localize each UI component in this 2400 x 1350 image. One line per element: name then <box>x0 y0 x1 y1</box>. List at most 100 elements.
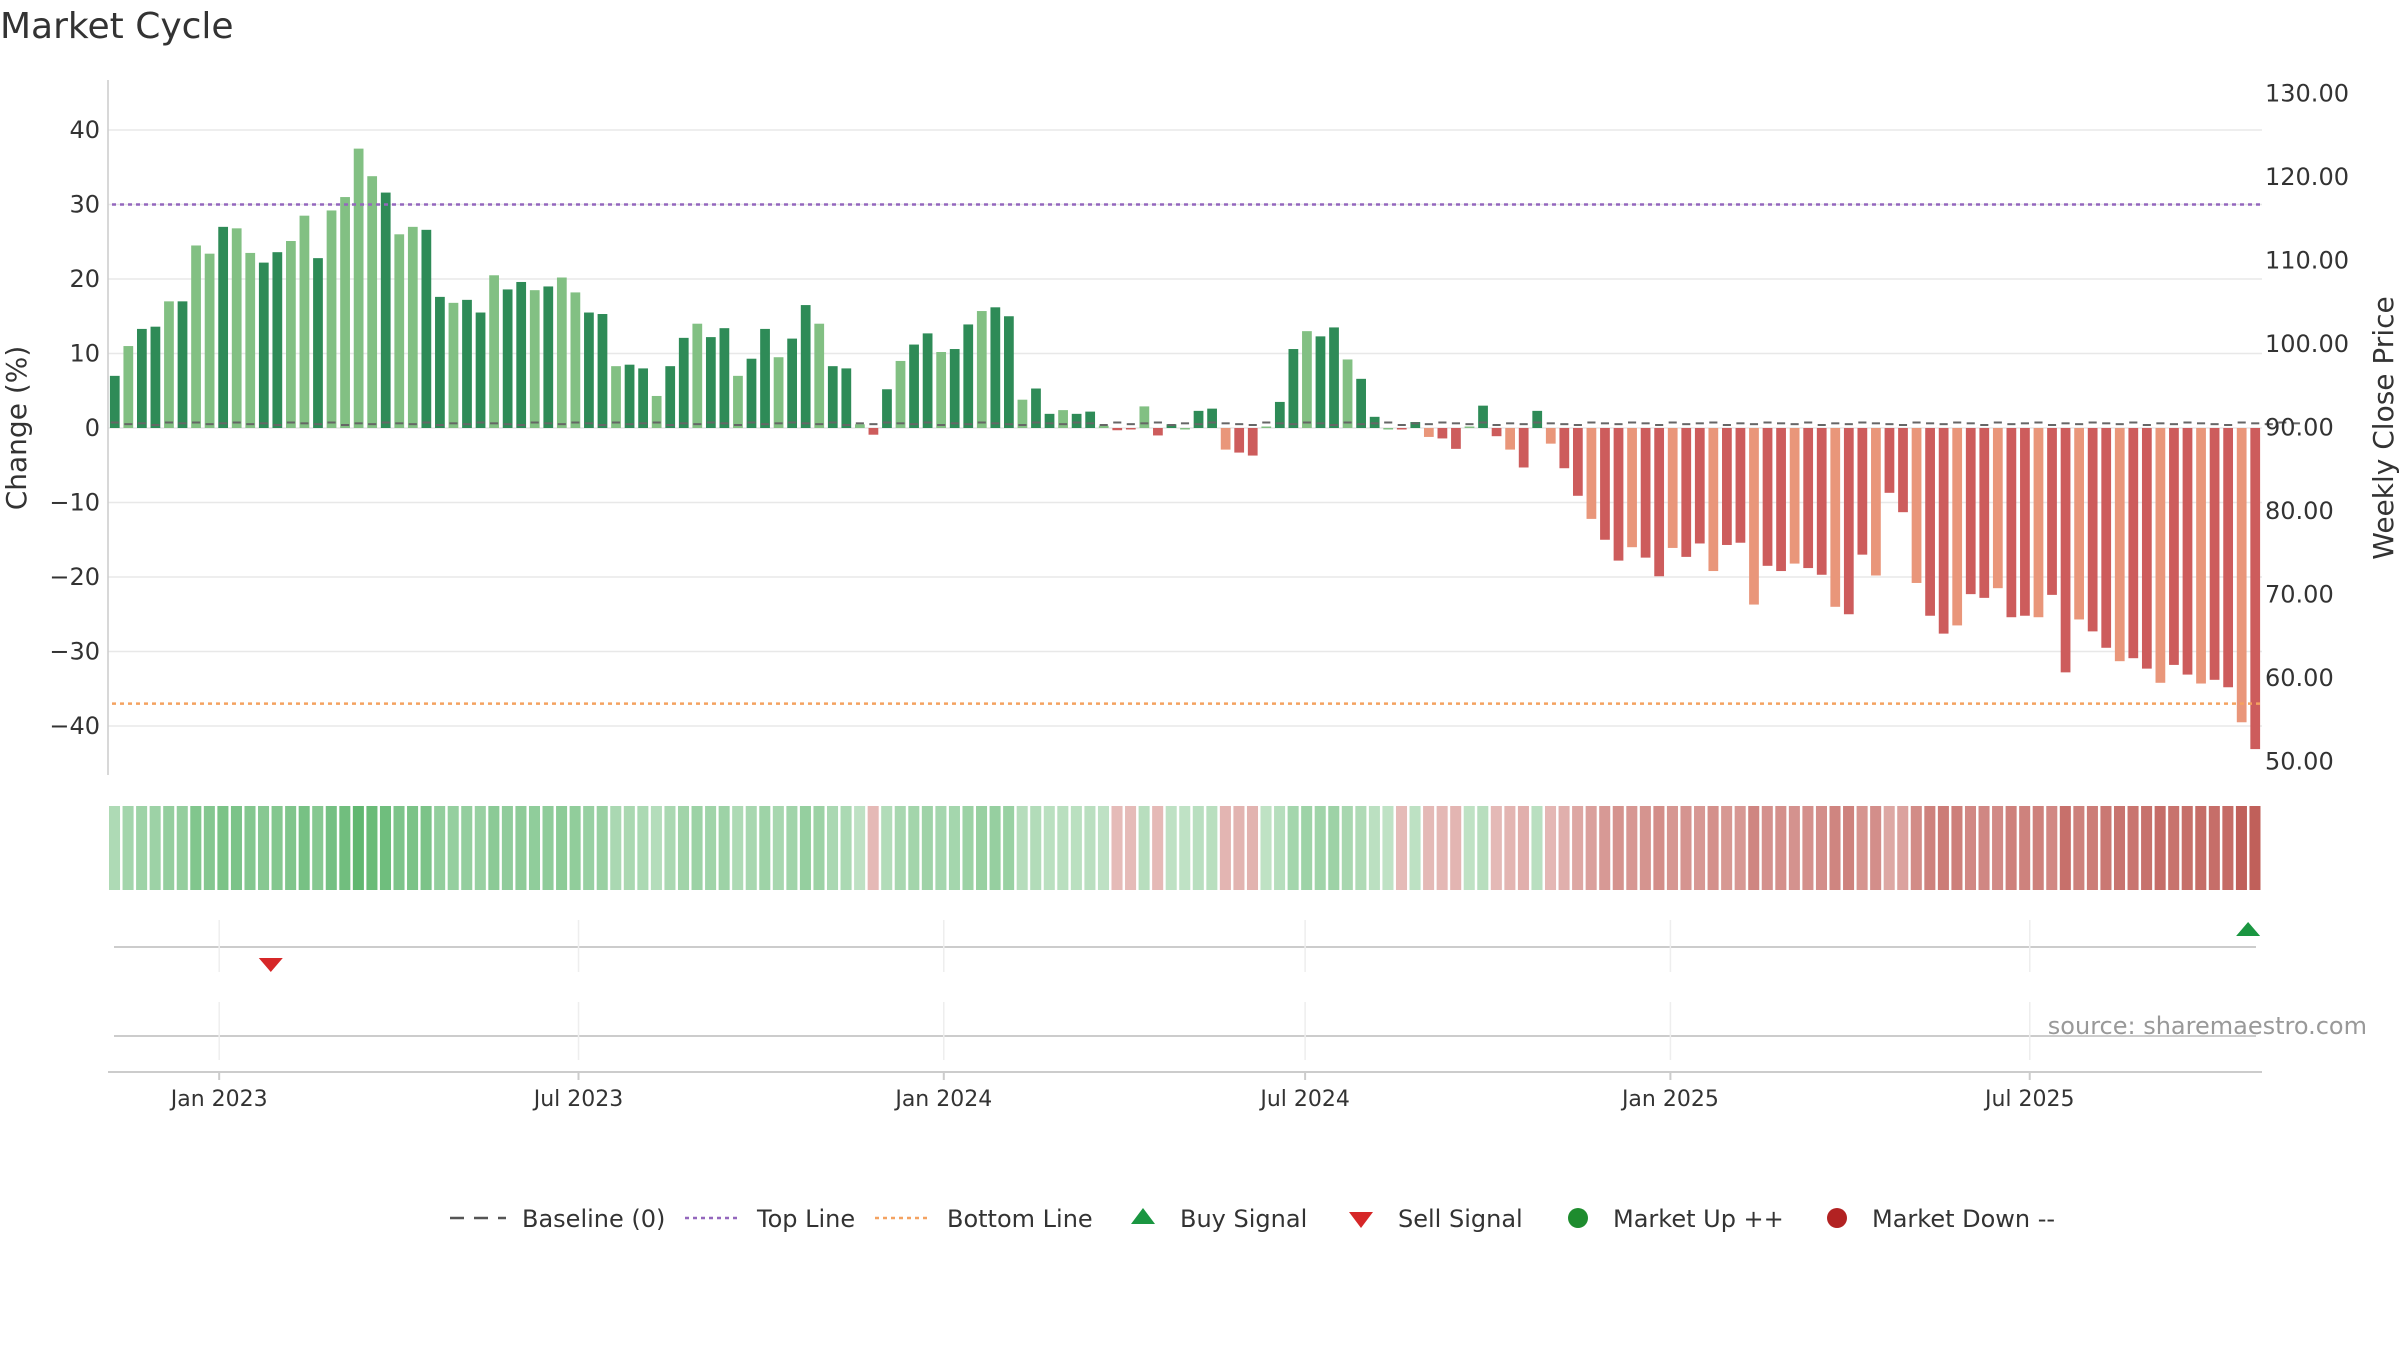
change-bar <box>1762 428 1773 566</box>
heat-cell <box>1680 806 1692 890</box>
y-left-tick-label: 20 <box>69 265 100 293</box>
heat-cell <box>1761 806 1773 890</box>
change-bar <box>1708 428 1719 572</box>
heat-cell <box>705 806 717 890</box>
heat-cell <box>1165 806 1177 890</box>
heat-cell <box>2113 806 2126 890</box>
heat-cell <box>2168 806 2180 890</box>
change-bar <box>380 192 391 428</box>
change-bar <box>1518 428 1529 468</box>
heat-cell <box>637 806 649 890</box>
legend-label: Top Line <box>756 1205 855 1233</box>
change-bar <box>462 299 472 428</box>
change-bar <box>407 226 418 428</box>
heat-cell <box>1572 806 1584 890</box>
change-bar <box>1559 428 1570 469</box>
heat-cell <box>312 806 324 890</box>
change-bar <box>1654 428 1665 577</box>
heat-cell <box>1599 806 1611 890</box>
legend: Baseline (0) Top Line Bottom Line Buy Signa… <box>450 1205 2055 1233</box>
heat-cell <box>325 806 337 890</box>
change-bar <box>963 324 974 428</box>
heat-cell <box>976 806 988 890</box>
change-bar <box>976 311 987 428</box>
legend-label: Sell Signal <box>1398 1205 1523 1233</box>
change-bar <box>1247 428 1258 456</box>
y-right-tick-label: 120.00 <box>2265 163 2349 191</box>
heat-cell <box>352 806 364 890</box>
heat-cell <box>1274 806 1286 890</box>
heat-cell <box>542 806 554 890</box>
chart-title: Market Cycle <box>0 6 234 47</box>
heat-cell <box>1030 806 1042 890</box>
legend-label: Market Up ++ <box>1613 1205 1784 1233</box>
change-bar <box>719 328 730 428</box>
heat-cell <box>1246 806 1259 890</box>
heat-cell <box>1463 806 1475 890</box>
heat-cell <box>528 806 541 890</box>
change-bar <box>191 245 201 428</box>
change-bar <box>1911 428 1922 583</box>
change-bar <box>2087 428 2098 632</box>
change-bar <box>2223 428 2234 688</box>
change-bar <box>1735 428 1746 543</box>
change-bar <box>1031 388 1041 428</box>
heat-cell <box>1206 806 1218 890</box>
change-bar <box>448 302 459 428</box>
heat-cell <box>840 806 852 890</box>
change-bar <box>218 226 229 428</box>
change-bar <box>2182 428 2193 675</box>
heat-cell <box>461 806 473 890</box>
change-bar <box>231 228 242 428</box>
heat-cell <box>1897 806 1909 890</box>
change-bar <box>1396 428 1407 430</box>
heat-cell <box>1436 806 1448 890</box>
heat-cell <box>556 806 568 890</box>
heat-cell <box>677 806 690 890</box>
change-bar <box>1965 428 1976 595</box>
heat-cell <box>515 806 527 890</box>
heat-cell <box>718 806 730 890</box>
change-bar <box>2250 428 2261 750</box>
change-bar <box>1207 408 1217 428</box>
heat-cell <box>935 806 947 890</box>
heat-cell <box>786 806 798 890</box>
change-bar <box>394 234 405 428</box>
heat-cell <box>2032 806 2044 890</box>
heat-cell <box>393 806 405 890</box>
x-tick-label: Jul 2025 <box>1983 1087 2075 1112</box>
heat-cell <box>2141 806 2153 890</box>
bars-layer <box>109 148 2261 750</box>
heat-cell <box>989 806 1001 890</box>
change-bar <box>2169 428 2179 665</box>
x-axis: Jan 2023 Jul 2023 Jan 2024 Jul 2024 Jan 2025… <box>108 1071 2262 1112</box>
change-bar <box>787 338 798 428</box>
heat-cell <box>407 806 419 890</box>
change-bar <box>1071 413 1082 428</box>
price-layer <box>110 421 2300 426</box>
change-bar <box>746 358 757 428</box>
heat-cell <box>136 806 148 890</box>
legend-sell-icon <box>1349 1212 1373 1228</box>
change-bar <box>570 292 581 428</box>
change-bar <box>1139 406 1150 428</box>
heat-cell <box>434 806 446 890</box>
change-bar <box>1572 428 1583 496</box>
change-bar <box>1180 428 1190 430</box>
change-bar <box>245 252 256 428</box>
change-bar <box>1302 331 1312 428</box>
change-bar <box>1017 399 1028 428</box>
change-bar <box>1437 428 1448 439</box>
heat-cell <box>894 806 906 890</box>
x-tick-label: Jul 2024 <box>1258 1087 1350 1112</box>
heat-cell <box>623 806 635 890</box>
y-left-tick-label: 30 <box>69 191 100 219</box>
change-bar <box>1464 426 1475 429</box>
heat-cell <box>1531 806 1543 890</box>
heat-cell <box>1219 806 1231 890</box>
heat-cell <box>881 806 893 890</box>
change-bar <box>475 312 486 428</box>
change-bar <box>313 258 323 428</box>
sell-signal-marker <box>258 958 283 972</box>
heat-cell <box>2181 806 2193 890</box>
